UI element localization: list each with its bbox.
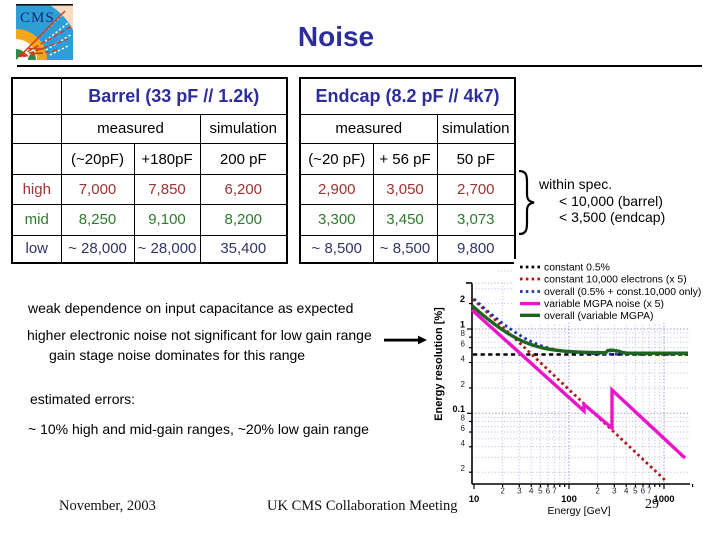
svg-text:5: 5 xyxy=(538,487,543,496)
svg-text:4: 4 xyxy=(529,487,534,496)
svg-text:1000: 1000 xyxy=(653,494,674,505)
svg-text:constant 10,000 electrons (x 5: constant 10,000 electrons (x 5) xyxy=(544,275,687,286)
svg-text:2: 2 xyxy=(461,464,466,473)
svg-text:2: 2 xyxy=(500,487,505,496)
svg-text:2: 2 xyxy=(595,487,600,496)
svg-text:variable MGPA noise (x 5): variable MGPA noise (x 5) xyxy=(544,299,664,310)
svg-text:CMS: CMS xyxy=(20,10,55,26)
svg-text:2: 2 xyxy=(460,294,465,304)
svg-text:4: 4 xyxy=(461,355,466,364)
svg-text:7: 7 xyxy=(552,487,557,496)
svg-text:5: 5 xyxy=(633,487,638,496)
svg-text:100: 100 xyxy=(561,494,577,505)
svg-text:7: 7 xyxy=(647,487,652,496)
svg-text:Energy [GeV]: Energy [GeV] xyxy=(547,505,610,517)
svg-text:3: 3 xyxy=(612,487,617,496)
svg-text:4: 4 xyxy=(624,487,629,496)
svg-text:6: 6 xyxy=(461,424,466,433)
svg-text:6: 6 xyxy=(641,487,646,496)
svg-text:overall (0.5% + const.10,000 o: overall (0.5% + const.10,000 only) xyxy=(544,287,701,298)
svg-text:8: 8 xyxy=(461,329,466,338)
svg-text:1: 1 xyxy=(460,320,465,330)
svg-text:overall (variable MGPA): overall (variable MGPA) xyxy=(544,311,654,322)
svg-text:10: 10 xyxy=(469,494,480,505)
svg-text:8: 8 xyxy=(461,414,466,423)
svg-text:4: 4 xyxy=(461,439,466,448)
svg-text:3: 3 xyxy=(517,487,522,496)
svg-text:0.1: 0.1 xyxy=(452,404,465,414)
svg-text:6: 6 xyxy=(546,487,551,496)
svg-text:constant 0.5%: constant 0.5% xyxy=(544,263,610,274)
svg-text:Energy resolution [%]: Energy resolution [%] xyxy=(433,307,445,421)
svg-text:6: 6 xyxy=(461,340,466,349)
svg-text:2: 2 xyxy=(461,380,466,389)
